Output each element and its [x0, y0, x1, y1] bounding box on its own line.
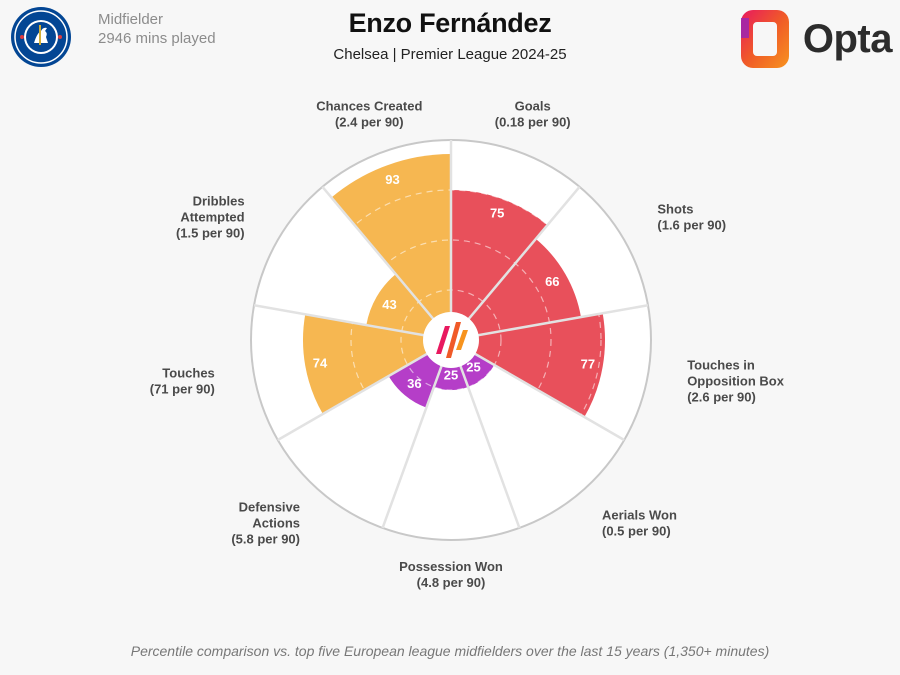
value-label-2: 66 — [545, 274, 559, 289]
value-label-7: 74 — [313, 356, 328, 371]
category-label-2-line-1: Shots — [657, 202, 693, 217]
spoke-6 — [381, 339, 453, 529]
player-position: Midfielder — [98, 11, 164, 28]
category-label-3: Touches in Opposition Box (2.6 per 90) — [687, 357, 785, 404]
radar-bar-1 — [451, 190, 548, 340]
page-title: Enzo Fernández — [348, 8, 552, 38]
spoke-8 — [253, 304, 452, 342]
category-label-8-line-1: Dribbles — [193, 194, 245, 209]
category-label-5-line-2: (4.8 per 90) — [417, 575, 486, 590]
spoke-4 — [450, 338, 625, 442]
brand-name: Opta — [802, 16, 893, 61]
category-label-8-line-3: (1.5 per 90) — [176, 226, 245, 241]
category-label-5: Possession Won (4.8 per 90) — [399, 559, 503, 590]
player-meta: Midfielder 2946 mins played — [98, 10, 216, 48]
value-label-8: 43 — [382, 297, 396, 312]
category-label-8: Dribbles Attempted (1.5 per 90) — [176, 194, 245, 241]
spoke-3 — [450, 304, 649, 342]
radar-bar-7 — [303, 314, 451, 414]
title-block: Enzo Fernández Chelsea | Premier League … — [0, 6, 900, 63]
value-label-3: 77 — [581, 357, 595, 372]
category-label-8-line-2: Attempted — [180, 210, 244, 225]
category-label-6: Defensive Actions (5.8 per 90) — [231, 500, 300, 547]
value-label-5: 25 — [444, 368, 458, 383]
header-left: Midfielder 2946 mins played — [10, 6, 216, 68]
category-label-3-line-3: (2.6 per 90) — [687, 389, 756, 404]
category-label-7-line-1: Touches — [162, 365, 215, 380]
subtitle: Chelsea | Premier League 2024-25 — [333, 46, 567, 63]
category-label-9-line-1: Chances Created — [316, 99, 422, 114]
category-label-7: Touches (71 per 90) — [150, 365, 215, 396]
category-label-4-line-1: Aerials Won — [602, 508, 677, 523]
category-label-6-line-2: Actions — [252, 516, 300, 531]
category-label-1-line-2: (0.18 per 90) — [495, 115, 571, 130]
value-label-9: 93 — [385, 172, 399, 187]
footnote: Percentile comparison vs. top five Europ… — [130, 643, 770, 659]
spoke-2 — [450, 185, 581, 341]
category-label-4-line-2: (0.5 per 90) — [602, 524, 671, 539]
category-label-9: Chances Created (2.4 per 90) — [316, 99, 422, 130]
gridline-50 — [350, 239, 552, 441]
value-label-4: 25 — [466, 359, 480, 374]
radar-bar-9 — [331, 154, 451, 340]
spoke-9 — [321, 185, 452, 341]
category-label-1: Goals (0.18 per 90) — [495, 99, 571, 130]
category-label-2-line-2: (1.6 per 90) — [657, 218, 726, 233]
category-label-5-line-1: Possession Won — [399, 559, 503, 574]
category-label-9-line-2: (2.4 per 90) — [335, 115, 404, 130]
spoke-7 — [277, 338, 452, 442]
center-logo-stroke-1 — [436, 326, 450, 354]
value-label-1: 75 — [490, 206, 504, 221]
category-label-6-line-1: Defensive — [239, 500, 300, 515]
opta-logo-icon — [740, 10, 789, 68]
center-logo-stroke-2 — [446, 322, 461, 358]
spoke-5 — [449, 339, 521, 529]
chelsea-badge-icon — [11, 7, 71, 67]
radar-bar-2 — [451, 238, 581, 340]
category-label-7-line-2: (71 per 90) — [150, 381, 215, 396]
category-label-2: Shots (1.6 per 90) — [657, 202, 726, 233]
brand: Opta — [739, 8, 893, 70]
category-label-3-line-1: Touches in — [687, 357, 755, 372]
center-logo-stroke-3 — [456, 330, 468, 350]
category-label-6-line-3: (5.8 per 90) — [231, 532, 300, 547]
category-label-1-line-1: Goals — [515, 99, 551, 114]
radar-bar-3 — [451, 313, 605, 417]
value-label-6: 36 — [407, 376, 421, 391]
category-label-3-line-2: Opposition Box — [687, 373, 785, 388]
player-minutes: 2946 mins played — [98, 30, 216, 47]
category-label-4: Aerials Won (0.5 per 90) — [602, 508, 677, 539]
